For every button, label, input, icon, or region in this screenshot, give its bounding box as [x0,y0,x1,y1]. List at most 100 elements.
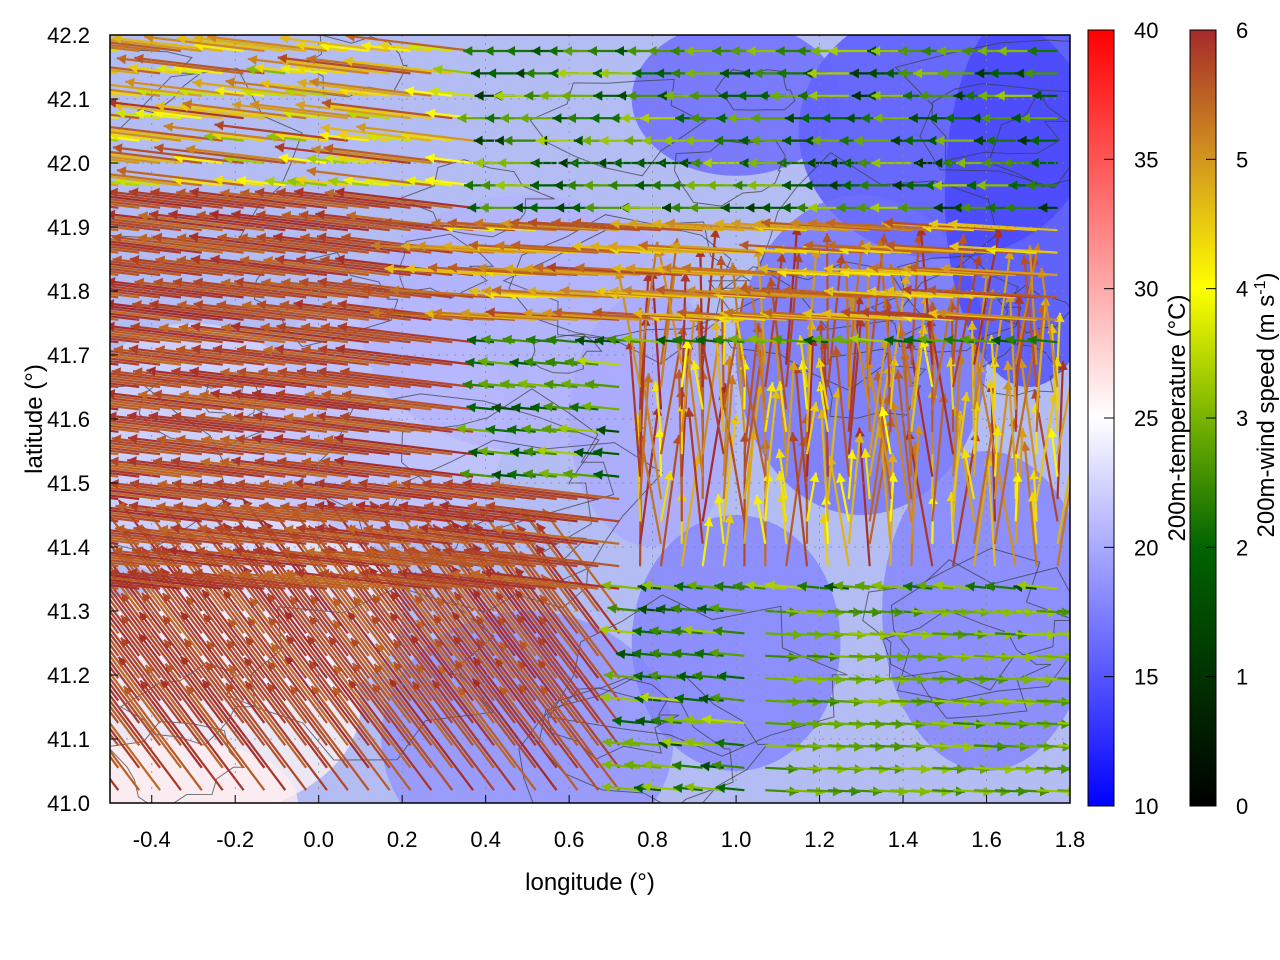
wind-arrow-head [881,307,891,318]
wind-arrow [263,348,390,366]
wind-arrow-head [78,132,88,142]
wind-arrow-head [933,202,943,213]
wind-arrow [231,391,369,411]
wind-arrow-head [542,424,552,435]
colorbar-tick-label: 2 [1236,535,1248,560]
wind-arrow-head [429,86,439,97]
wind-arrow-head [710,693,720,704]
wind-arrow-head [128,187,139,198]
wind-arrow-head [97,234,107,244]
wind-arrow [743,323,760,455]
wind-arrow-head [526,335,536,345]
wind-arrow-head [294,187,304,198]
wind-arrow [346,610,433,724]
wind-arrow-head [340,367,350,378]
wind-arrow-head [1029,470,1040,480]
wind-arrow-head [919,90,929,101]
wind-arrow [185,685,266,791]
wind-arrow-head [986,202,995,213]
wind-arrow-head [137,233,148,244]
wind-arrow [121,571,203,679]
wind-arrow-head [575,262,585,273]
wind-arrow-head [936,46,946,56]
wind-arrow [845,261,850,388]
wind-arrow-head [612,158,622,168]
wind-arrow [193,280,328,299]
wind-arrow [196,213,328,232]
wind-arrow-head [867,68,877,79]
wind-arrow-head [806,158,816,168]
wind-arrow [185,595,266,702]
wind-arrow [316,369,453,389]
wind-arrow-head [761,202,771,213]
wind-arrow [110,571,244,590]
wind-arrow-head [822,308,832,319]
wind-arrow [220,572,349,590]
wind-arrow-head [317,344,328,355]
wind-arrow [356,125,474,142]
wind-arrow [110,534,182,545]
wind-arrow-head [649,626,659,636]
wind-arrow-head [238,233,248,243]
wind-arrow-head [91,323,101,333]
wind-arrow-head [398,501,409,511]
wind-arrow [256,302,390,321]
wind-arrow-head [294,568,305,579]
wind-arrow-head [655,68,665,79]
wind-arrow-head [808,218,818,229]
wind-arrow-head [173,501,184,512]
wind-arrow-head [80,639,89,649]
wind-arrow [470,245,578,254]
x-tick-label: 0.4 [470,827,501,852]
wind-arrow-head [1057,360,1068,370]
wind-arrow [277,459,411,478]
wind-arrow-head [419,523,429,534]
wind-arrow-head [334,433,344,444]
wind-arrow [443,481,578,501]
wind-arrow [160,545,245,657]
wind-arrow [266,682,349,791]
wind-arrow [110,317,119,321]
wind-arrow-head [240,569,250,580]
wind-arrow-head [546,335,557,345]
wind-arrow-head [518,379,528,389]
wind-arrow-head [274,344,284,355]
wind-arrow [110,282,223,299]
wind-arrow [901,267,1016,277]
wind-arrow-head [608,180,618,191]
wind-arrow-head [315,209,325,220]
wind-arrow-head [276,322,286,333]
wind-arrow [172,280,307,299]
wind-arrow-head [944,113,954,124]
wind-arrow-head [1023,68,1033,79]
wind-arrow [280,280,411,299]
wind-arrow [283,527,411,545]
wind-arrow-head [264,176,275,187]
wind-arrow-head [500,379,510,390]
wind-arrow-head [314,501,325,511]
wind-arrow [201,589,287,702]
wind-arrow-head [1021,113,1030,124]
wind-arrow [110,506,223,523]
wind-arrow [495,591,579,702]
x-tick-label: 1.6 [971,827,1002,852]
wind-arrow-head [675,113,685,124]
wind-arrow-head [40,78,50,88]
wind-arrow-head [977,46,987,56]
wind-arrow [236,370,369,389]
wind-arrow-head [662,202,671,213]
wind-arrow-head [146,366,156,377]
wind-arrow-head [711,760,722,771]
wind-arrow-head [53,390,63,400]
wind-arrow [110,205,119,209]
wind-arrow [230,324,369,344]
wind-arrow [450,572,578,590]
wind-arrow-head [509,447,520,458]
wind-arrow [860,310,995,321]
wind-arrow [931,393,946,522]
wind-arrow-head [928,113,937,124]
wind-arrow [110,693,182,791]
wind-arrow-head [73,323,83,333]
wind-arrow-head [524,90,534,101]
wind-arrow-head [32,525,42,535]
